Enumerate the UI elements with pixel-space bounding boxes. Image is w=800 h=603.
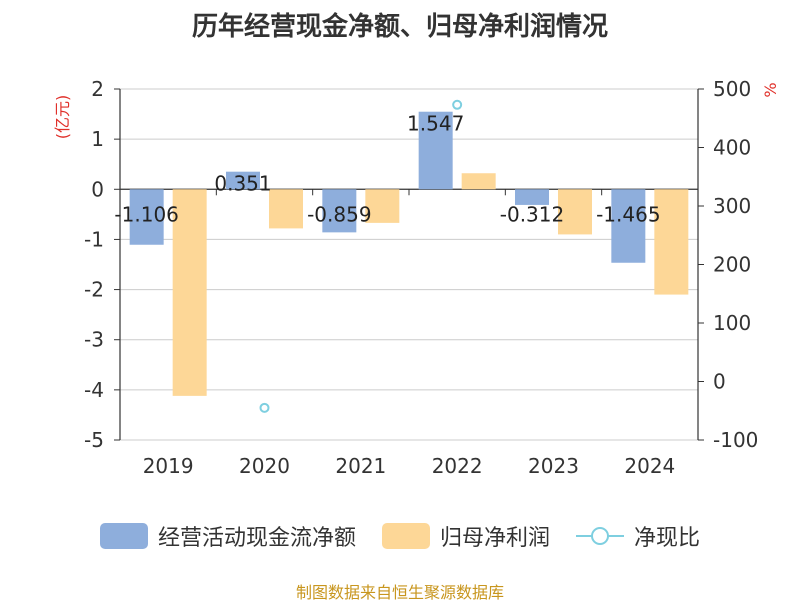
legend-swatch-netprofit xyxy=(381,523,430,549)
x-tick-label: 2022 xyxy=(432,454,483,478)
left-tick-label: -1 xyxy=(84,227,104,251)
netprofit-bar xyxy=(365,189,400,223)
left-tick-label: 0 xyxy=(91,177,104,201)
x-tick-label: 2020 xyxy=(239,454,290,478)
netprofit-bar xyxy=(269,189,303,229)
x-tick-label: 2021 xyxy=(335,454,386,478)
cashflow-bar xyxy=(515,189,549,205)
left-tick-label: -3 xyxy=(84,328,104,352)
left-tick-label: -4 xyxy=(84,378,104,402)
ratio-point xyxy=(452,99,463,110)
netprofit-bar xyxy=(172,189,207,396)
gridlines xyxy=(120,88,698,441)
cashflow-bar xyxy=(322,189,357,233)
right-tick-label: 300 xyxy=(713,194,751,218)
cashflow-data-label: 1.547 xyxy=(407,112,464,136)
right-tick-label: 200 xyxy=(713,253,751,277)
legend: 经营活动现金流净额 归母净利润 净现比 xyxy=(0,516,800,556)
legend-item-ratio[interactable]: 净现比 xyxy=(576,520,700,552)
left-tick-label: 2 xyxy=(91,77,104,101)
left-axis-title: (亿元) xyxy=(53,95,72,140)
ratio-point xyxy=(259,402,270,413)
legend-swatch-ratio xyxy=(576,523,624,549)
legend-item-cashflow[interactable]: 经营活动现金流净额 xyxy=(99,520,356,552)
x-tick-label: 2023 xyxy=(528,454,579,478)
data-source: 制图数据来自恒生聚源数据库 xyxy=(295,583,504,602)
right-tick-label: 400 xyxy=(713,136,751,160)
right-tick-label: -100 xyxy=(713,428,758,452)
cashflow-bar xyxy=(418,111,453,190)
right-tick-label: 0 xyxy=(713,370,726,394)
netprofit-bar xyxy=(558,189,592,235)
cashflow-data-label: -1.106 xyxy=(114,202,178,226)
legend-label-cashflow: 经营活动现金流净额 xyxy=(157,526,356,551)
netprofit-bar xyxy=(461,173,496,190)
chart-title: 历年经营现金净额、归母净利润情况 xyxy=(191,12,608,42)
x-tick-label: 2019 xyxy=(143,454,194,478)
cashflow-data-label: -1.465 xyxy=(596,202,660,226)
cashflow-bar xyxy=(226,171,260,190)
legend-label-netprofit: 归母净利润 xyxy=(439,526,550,551)
left-tick-label: -5 xyxy=(84,428,104,452)
cashflow-bar xyxy=(129,189,164,245)
legend-swatch-cashflow xyxy=(99,523,148,549)
netprofit-bar xyxy=(654,189,689,295)
axes: 2 1 0 -1 -2 -3 -4 -5 500 400 300 200 100 0 -100 (亿元)% 20… xyxy=(53,77,780,478)
left-tick-label: -2 xyxy=(84,278,104,302)
right-tick-label: 100 xyxy=(713,311,751,335)
right-tick-label: 500 xyxy=(713,77,751,101)
legend-label-ratio: 净现比 xyxy=(634,526,701,551)
cashflow-data-label: 0.351 xyxy=(214,172,271,196)
legend-item-netprofit[interactable]: 归母净利润 xyxy=(381,520,550,552)
ratio-points xyxy=(259,99,463,413)
cashflow-bar xyxy=(611,189,646,263)
data-labels: -1.106 0.351 -0.859 1.547 -0.312 -1.465 xyxy=(114,112,660,227)
cashflow-data-label: -0.312 xyxy=(500,202,564,226)
right-axis-title: % xyxy=(761,82,780,97)
cashflow-data-label: -0.859 xyxy=(307,202,371,226)
x-tick-label: 2024 xyxy=(624,454,675,478)
left-tick-label: 1 xyxy=(91,127,104,151)
bar-marks xyxy=(129,111,689,396)
